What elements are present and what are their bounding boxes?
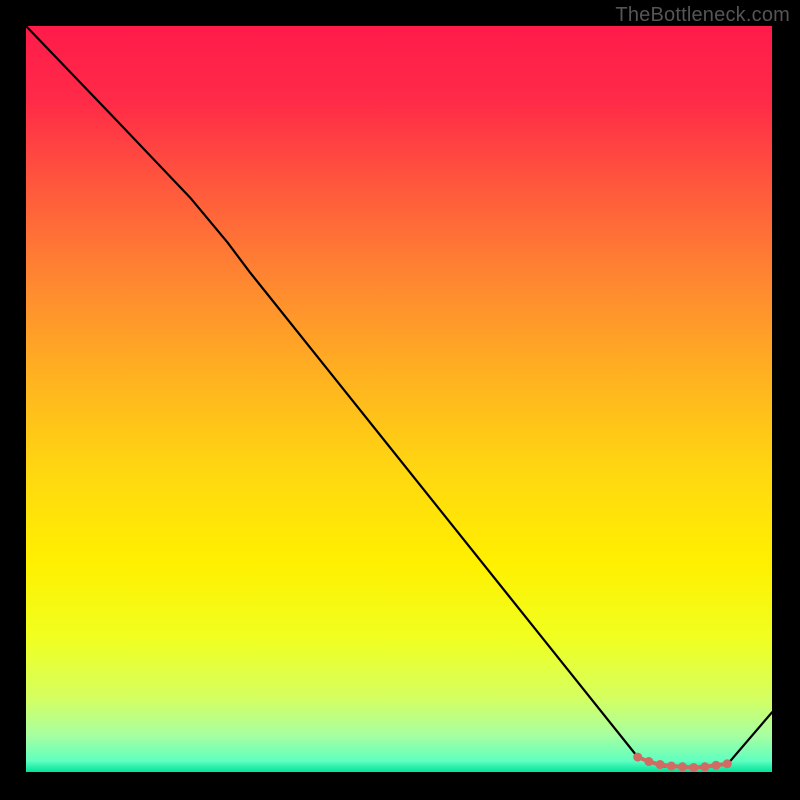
plot-area: [26, 26, 772, 772]
marker-point: [700, 762, 709, 771]
marker-point: [723, 759, 732, 768]
marker-point: [678, 762, 687, 771]
marker-point: [689, 763, 698, 772]
gradient-background: [26, 26, 772, 772]
chart-svg: [26, 26, 772, 772]
marker-point: [667, 762, 676, 771]
watermark-text: TheBottleneck.com: [615, 4, 790, 27]
marker-point: [656, 760, 665, 769]
marker-point: [633, 753, 642, 762]
marker-point: [644, 757, 653, 766]
figure-canvas: TheBottleneck.com: [0, 0, 800, 800]
marker-point: [712, 761, 721, 770]
